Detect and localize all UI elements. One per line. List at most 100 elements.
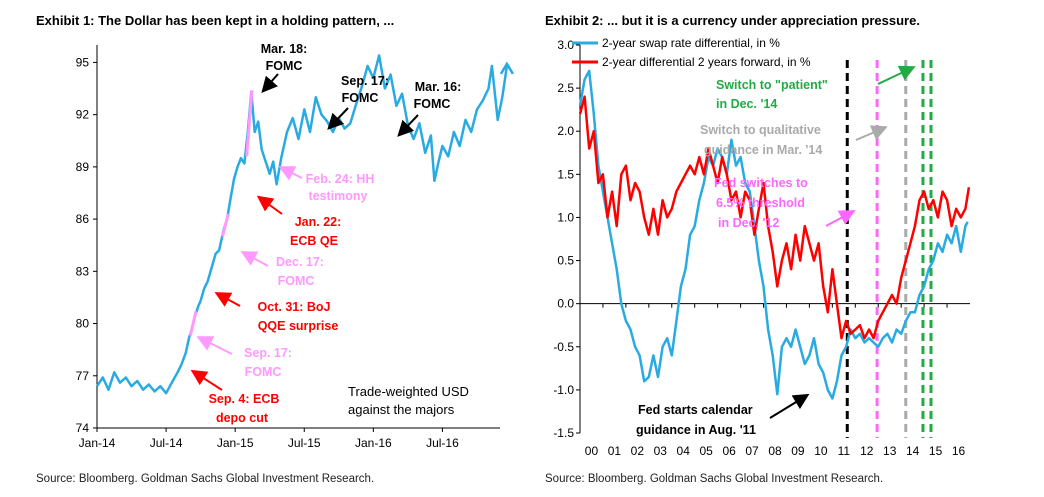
chart-1-ytick-label: 92 <box>76 108 90 122</box>
chart-1-xtick-label: Jan-16 <box>355 436 392 450</box>
chart-2-axes: -1.5 -1.0 -0.5 0.0 0.5 1.0 1.5 2.0 2.5 3.0 00 01 02 0… <box>553 38 970 458</box>
chart-1-ytick-label: 80 <box>76 317 90 331</box>
chart-1-title: Exhibit 1: The Dollar has been kept in a… <box>36 13 394 28</box>
chart-2-ytick-label: 3.0 <box>557 38 574 52</box>
annotation-qualitative-line-2: guidance in Mar. '14 <box>704 143 822 157</box>
chart-1-ytick-label: 77 <box>76 369 90 383</box>
annotation-mar18: Mar. 18: FOMC <box>261 42 308 94</box>
chart-2-xtick-label: 11 <box>838 444 851 458</box>
annotation-dec17: Dec. 17: FOMC <box>240 251 324 288</box>
chart-2-xtick-label: 13 <box>883 444 897 458</box>
annotation-sep17-2015: Sep. 17: FOMC <box>327 74 389 130</box>
annotation-qualitative-line-1: Switch to qualitative <box>700 123 821 137</box>
annotation-sep17-2015-arrow <box>327 107 349 130</box>
chart-1-ytick-label: 86 <box>76 212 90 226</box>
chart-2-ytick-label: 1.5 <box>557 167 574 181</box>
chart-2-xtick-label: 01 <box>608 444 622 458</box>
annotation-qualitative: Switch to qualitative guidance in Mar. '… <box>700 123 888 157</box>
annotation-oct31: Oct. 31: BoJ QQE surprise <box>214 292 338 333</box>
annotation-oct31-arrow <box>214 292 241 307</box>
chart-1-ytick-label: 95 <box>76 55 90 69</box>
chart-2-series <box>578 69 971 400</box>
chart-2-ytick-label: 2.5 <box>557 81 574 95</box>
chart-1-series-end-arrow <box>499 61 514 75</box>
chart-2-xtick-label: 05 <box>699 444 713 458</box>
legend-forward-label: 2-year differential 2 years forward, in … <box>602 55 811 69</box>
annotation-threshold-line-1: Fed switches to <box>714 176 808 190</box>
annotation-mar16-line-2: FOMC <box>414 97 451 111</box>
chart-1-xtick-label: Jan-15 <box>217 436 254 450</box>
annotation-sep17-2014: Sep. 17: FOMC <box>196 336 292 379</box>
chart-1-series-label-line-1: Trade-weighted USD <box>348 384 469 399</box>
annotation-sep17-2015-line-1: Sep. 17: <box>341 74 389 88</box>
chart-2-xtick-label: 02 <box>631 444 645 458</box>
annotation-sep17-2014-line-1: Sep. 17: <box>244 346 292 360</box>
annotation-threshold: Fed switches to 6.5% threshold in Dec. '… <box>714 176 856 230</box>
chart-1-xtick-label: Jul-15 <box>288 436 321 450</box>
annotation-threshold-line-2: 6.5% threshold <box>716 196 805 210</box>
annotation-sep4-line-2: depo cut <box>216 411 269 425</box>
chart-1-highlight-feb24 <box>245 90 254 157</box>
annotation-jan22-line-2: ECB QE <box>290 234 338 248</box>
chart-2-xtick-label: 07 <box>745 444 759 458</box>
annotation-sep17-2015-line-2: FOMC <box>342 91 379 105</box>
annotation-threshold-line-3: in Dec. '12 <box>718 216 779 230</box>
annotation-threshold-arrow <box>825 210 856 227</box>
chart-1-series <box>95 54 514 395</box>
chart-1-xtick-label: Jul-14 <box>150 436 183 450</box>
chart-2-ytick-label: 1.0 <box>557 210 574 224</box>
annotation-sep4: Sep. 4: ECB depo cut <box>190 369 280 425</box>
annotation-calendar-line-2: guidance in Aug. '11 <box>636 423 756 437</box>
annotation-mar16: Mar. 16: FOMC <box>397 80 461 137</box>
chart-1-ytick-label: 89 <box>76 160 90 174</box>
legend-swap-label: 2-year swap rate differential, in % <box>602 36 780 50</box>
chart-2-ytick-label: 2.0 <box>557 124 574 138</box>
chart-2-legend: 2-year swap rate differential, in % 2-ye… <box>572 36 811 69</box>
chart-1-series-label-line-2: against the majors <box>348 402 455 417</box>
chart-2-xtick-label: 16 <box>952 444 966 458</box>
chart-2-ytick-label: 0.0 <box>557 297 574 311</box>
chart-2-ytick-label: -1.5 <box>553 426 574 440</box>
annotation-sep4-line-1: Sep. 4: ECB <box>209 392 280 406</box>
annotation-patient-arrow <box>877 65 916 85</box>
annotation-sep4-arrow <box>190 369 223 391</box>
annotation-calendar-arrow <box>769 393 810 419</box>
chart-1-series-line <box>95 54 509 395</box>
chart-2-xtick-label: 06 <box>722 444 736 458</box>
annotation-patient-line-2: in Dec. '14 <box>716 97 777 111</box>
chart-2-xtick-label: 12 <box>860 444 874 458</box>
chart-2-ytick-label: -0.5 <box>553 340 574 354</box>
chart-2-xtick-label: 00 <box>585 444 599 458</box>
annotation-feb24-line-1: Feb. 24: HH <box>306 172 375 186</box>
chart-2-forward-line <box>578 95 971 340</box>
chart-2-title: Exhibit 2: ... but it is a currency unde… <box>545 13 920 28</box>
annotation-oct31-line-1: Oct. 31: BoJ <box>258 300 331 314</box>
annotation-feb24: Feb. 24: HH testimony <box>278 166 375 203</box>
annotation-calendar: Fed starts calendar guidance in Aug. '11 <box>636 393 810 437</box>
chart-2-xtick-label: 09 <box>791 444 805 458</box>
chart-2-vertical-lines <box>845 60 933 438</box>
chart-1-xtick-label: Jul-16 <box>426 436 459 450</box>
annotation-sep17-2014-line-2: FOMC <box>245 365 282 379</box>
chart-2-ytick-label: -1.0 <box>553 383 574 397</box>
chart-2-xtick-label: 10 <box>814 444 828 458</box>
chart-2-xtick-label: 08 <box>768 444 782 458</box>
chart-2-ytick-label: 0.5 <box>557 254 574 268</box>
chart-1-axes: 74 77 80 83 86 89 92 95 Jan-14 Jul-14 Jan-15 Jul-15… <box>76 45 500 450</box>
chart-1-highlight-sep17 <box>188 311 198 337</box>
chart-1: Exhibit 1: The Dollar has been kept in a… <box>36 13 514 485</box>
chart-1-xtick-label: Jan-14 <box>79 436 116 450</box>
annotation-patient: Switch to "patient" in Dec. '14 <box>716 65 916 111</box>
chart-2-source: Source: Bloomberg. Goldman Sachs Global … <box>545 473 883 485</box>
annotation-jan22-line-1: Jan. 22: <box>295 215 342 229</box>
annotation-mar18-line-1: Mar. 18: <box>261 42 308 56</box>
chart-2-xtick-label: 15 <box>929 444 943 458</box>
chart-1-ytick-label: 74 <box>76 421 90 435</box>
chart-2-swap-line <box>578 69 969 400</box>
annotation-jan22: Jan. 22: ECB QE <box>256 195 342 248</box>
chart-2: Exhibit 2: ... but it is a currency unde… <box>545 13 971 485</box>
annotation-calendar-line-1: Fed starts calendar <box>638 403 753 417</box>
annotation-qualitative-arrow <box>855 125 888 141</box>
annotation-dec17-arrow <box>240 251 269 267</box>
